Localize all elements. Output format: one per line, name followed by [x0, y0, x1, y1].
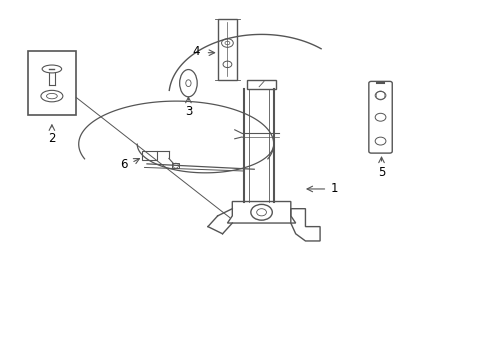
- Text: 2: 2: [48, 132, 56, 145]
- Text: 4: 4: [192, 45, 199, 58]
- Text: 1: 1: [330, 182, 337, 195]
- Text: 6: 6: [120, 158, 127, 171]
- Text: 5: 5: [377, 166, 385, 179]
- Text: 3: 3: [184, 105, 192, 118]
